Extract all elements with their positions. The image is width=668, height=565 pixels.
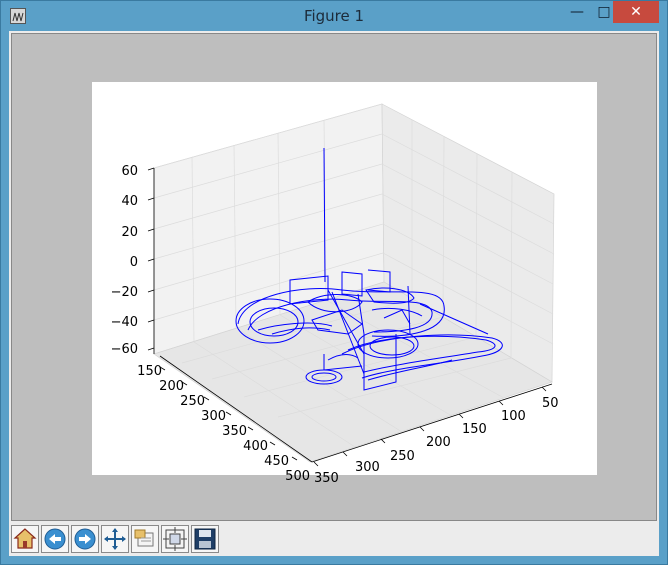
z-tick-label: −40 [111,315,138,330]
zoom-rect-icon [134,529,154,547]
wireframe-curve [365,287,415,304]
wireframe-curve [327,289,365,355]
close-button[interactable]: ✕ [613,1,659,23]
z-tick-label: −20 [111,285,138,300]
wireframe-curve [289,275,329,305]
wireframe-curve [371,307,423,317]
home-icon [13,528,37,549]
wireframe-curve [331,291,365,375]
title-bar[interactable]: Figure 1 — □ ✕ [1,1,667,31]
floor-pane [153,281,553,463]
x-tick-label: 250 [390,449,415,464]
wireframe-curve [357,293,365,335]
y-tick-label: 150 [137,364,162,379]
forward-arrow-icon [74,528,96,550]
pan-button[interactable] [101,525,129,553]
z-tick-label: 60 [121,164,138,179]
x-tick-marks [313,386,547,467]
wireframe-curve [305,369,343,385]
subplots-icon [163,527,187,551]
y-tick-labels: 150 200 250 300 350 400 450 500 [137,364,310,484]
wireframe-curve [307,294,363,313]
home-button[interactable] [11,525,39,553]
wireframe-curve [247,298,433,333]
y-tick-label: 400 [243,439,268,454]
x-tick-label: 50 [542,396,559,411]
z-tick-label: 0 [130,255,138,270]
forward-button[interactable] [71,525,99,553]
x-tick-label: 350 [314,471,339,486]
grid-lines [153,103,555,448]
close-icon: ✕ [630,4,642,20]
navigation-toolbar [9,522,659,556]
figure-canvas[interactable]: 60 40 20 0 −20 −40 −60 150 200 250 300 3… [11,33,657,521]
vertical-spike [323,147,326,283]
x-tick-label: 300 [355,460,380,475]
wireframe-curve [363,334,397,391]
y-tick-marks [159,366,298,461]
x-tick-label: 100 [501,409,526,424]
matplotlib-figure-icon[interactable] [10,8,26,24]
back-button[interactable] [41,525,69,553]
wireframe-curve [407,285,411,335]
maximize-icon: □ [597,4,611,20]
z-tick-marks [147,167,155,351]
save-disk-icon [194,528,216,550]
figure-client-area: 60 40 20 0 −20 −40 −60 150 200 250 300 3… [9,31,659,556]
zoom-button[interactable] [131,525,159,553]
minimize-button[interactable]: — [566,1,588,23]
minimize-icon: — [570,4,584,20]
wireframe-curve [383,309,411,325]
y-tick-label: 450 [264,454,289,469]
pan-move-icon [104,528,126,550]
z-tick-label: 20 [121,225,138,240]
axis-lines [153,168,553,463]
wireframe-curve [369,336,415,356]
wireframe-curve [367,269,391,293]
back-arrow-icon [44,528,66,550]
x-tick-labels: 50 100 150 200 250 300 350 [314,396,559,486]
wireframe-curve [419,303,489,335]
plot-svg: 60 40 20 0 −20 −40 −60 150 200 250 300 3… [92,82,597,486]
z-tick-label: −60 [111,342,138,357]
maximize-button[interactable]: □ [593,1,615,23]
z-tick-labels: 60 40 20 0 −20 −40 −60 [111,164,138,357]
wireframe-curve [311,372,337,382]
wireframe-curve [271,327,331,335]
x-tick-label: 200 [426,435,451,450]
y-tick-label: 500 [285,469,310,484]
wireframe-curve [367,359,453,381]
z-tick-label: 40 [121,194,138,209]
configure-subplots-button[interactable] [161,525,189,553]
wireframe-curve [235,298,305,344]
save-button[interactable] [191,525,219,553]
x-tick-label: 150 [462,422,487,437]
wireframe-curve [257,322,333,331]
wireframe-curve [341,271,363,297]
y-tick-label: 250 [180,394,205,409]
wireframe-plot [235,147,503,391]
wireframe-curve [249,307,299,337]
wireframe-curve [347,335,496,373]
y-tick-label: 350 [222,424,247,439]
wireframe-curve [327,354,359,361]
y-tick-label: 200 [159,379,184,394]
window-title: Figure 1 [303,7,365,25]
y-tick-label: 300 [201,409,226,424]
